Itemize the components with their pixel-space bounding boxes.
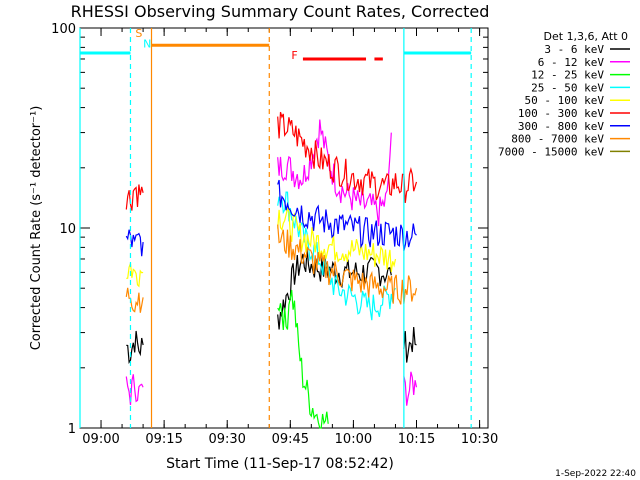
series-line-6 bbox=[277, 179, 417, 252]
legend-label: 100 - 300 keV bbox=[518, 107, 604, 120]
series-line-1 bbox=[125, 374, 144, 406]
series-line-0 bbox=[126, 330, 144, 364]
legend-label: 3 - 6 keV bbox=[544, 43, 604, 56]
series-line-0 bbox=[277, 248, 392, 330]
y-tick-label: 1 bbox=[68, 422, 76, 437]
series-line-7 bbox=[125, 287, 144, 313]
series-line-1 bbox=[403, 371, 418, 406]
series-layer bbox=[125, 111, 418, 429]
x-tick-label: 09:30 bbox=[208, 432, 245, 447]
x-tick-label: 10:00 bbox=[335, 432, 372, 447]
annotation-layer: SN F bbox=[135, 27, 297, 62]
x-tick-label: 09:45 bbox=[272, 432, 309, 447]
chart-title: RHESSI Observing Summary Count Rates, Co… bbox=[71, 2, 490, 21]
legend-label: 800 - 7000 keV bbox=[511, 133, 604, 146]
annotation-label: S bbox=[135, 27, 142, 40]
timestamp: 1-Sep-2022 22:40 bbox=[555, 469, 636, 479]
series-line-2 bbox=[277, 289, 329, 429]
series-line-4 bbox=[277, 205, 397, 273]
axis-ticks: 09:00 09:15 09:30 09:45 10:00 10:15 10:30 1 10 10… bbox=[51, 22, 498, 447]
legend-label: 25 - 50 keV bbox=[531, 81, 604, 94]
x-tick-label: 09:00 bbox=[82, 432, 119, 447]
y-axis-label: Corrected Count Rate (s⁻¹ detector⁻¹) bbox=[29, 106, 44, 351]
legend-label: 50 - 100 keV bbox=[525, 94, 605, 107]
legend-label: 7000 - 15000 keV bbox=[498, 145, 604, 158]
series-line-5 bbox=[125, 184, 144, 211]
overlay-layer bbox=[79, 28, 472, 428]
legend-label: 300 - 800 keV bbox=[518, 120, 604, 133]
legend-label: 6 - 12 keV bbox=[538, 56, 605, 69]
y-tick-label: 100 bbox=[51, 22, 76, 37]
x-tick-label: 09:15 bbox=[145, 432, 182, 447]
legend-header: Det 1,3,6, Att 0 bbox=[544, 30, 628, 43]
x-tick-label: 10:15 bbox=[398, 432, 435, 447]
series-line-7 bbox=[277, 224, 418, 305]
annotation-label: N bbox=[143, 37, 151, 50]
series-line-5 bbox=[277, 111, 418, 203]
series-line-6 bbox=[125, 229, 144, 257]
annotation-label: F bbox=[291, 49, 297, 62]
plot-area bbox=[79, 27, 489, 429]
series-line-1 bbox=[277, 119, 392, 227]
legend-label: 12 - 25 keV bbox=[531, 69, 604, 82]
x-axis-label: Start Time (11-Sep-17 08:52:42) bbox=[166, 456, 394, 472]
y-tick-label: 10 bbox=[59, 222, 76, 237]
x-tick-label: 10:30 bbox=[461, 432, 498, 447]
series-line-0 bbox=[403, 326, 417, 363]
series-line-4 bbox=[126, 263, 144, 288]
